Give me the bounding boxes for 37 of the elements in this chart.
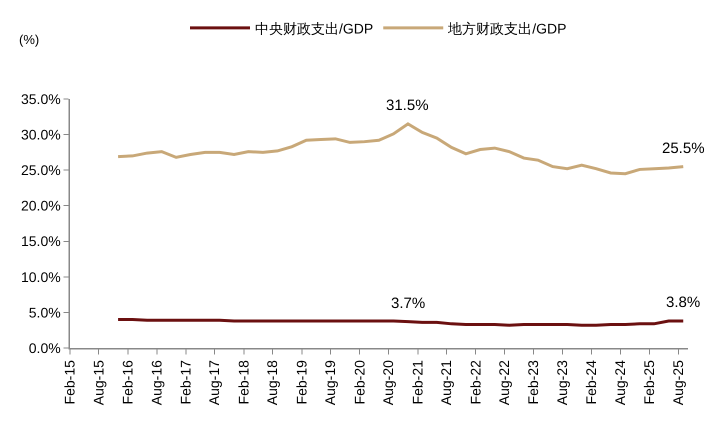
x-tick-label: Aug-20 — [380, 360, 396, 406]
x-tick-label: Feb-17 — [178, 360, 194, 404]
x-tick-label: Feb-18 — [235, 360, 252, 404]
y-tick-label: 35.0% — [20, 90, 61, 107]
x-tick-label: Feb-16 — [119, 360, 136, 404]
x-tick-label: Aug-19 — [322, 360, 338, 406]
annotation: 25.5% — [662, 140, 705, 157]
y-axis-title: (%) — [19, 32, 40, 47]
legend-label: 地方财政支出/GDP — [447, 20, 566, 36]
x-tick-label: Feb-21 — [409, 360, 426, 404]
x-tick-label: Aug-18 — [264, 360, 280, 406]
y-tick-label: 20.0% — [20, 198, 61, 214]
x-tick-label: Aug-17 — [206, 360, 222, 406]
x-tick-label: Feb-25 — [641, 360, 658, 404]
x-tick-label: Feb-24 — [583, 360, 600, 404]
y-tick-label: 15.0% — [20, 233, 61, 250]
x-tick-label: Aug-15 — [90, 360, 106, 406]
legend-label: 中央财政支出/GDP — [255, 20, 374, 36]
y-tick-label: 10.0% — [20, 268, 61, 285]
x-tick-label: Feb-15 — [62, 360, 78, 404]
x-tick-label: Aug-16 — [148, 360, 164, 406]
annotation: 31.5% — [386, 97, 429, 114]
y-tick-label: 30.0% — [20, 126, 61, 142]
x-tick-label: Feb-23 — [525, 360, 542, 404]
x-tick-label: Feb-19 — [293, 360, 310, 404]
x-tick-label: Aug-24 — [612, 360, 628, 406]
y-tick-label: 0.0% — [28, 340, 61, 356]
x-tick-label: Aug-21 — [438, 360, 454, 406]
x-tick-label: Feb-20 — [351, 360, 368, 404]
x-tick-label: Feb-22 — [467, 360, 484, 404]
y-tick-label: 5.0% — [28, 304, 61, 320]
annotation: 3.7% — [391, 295, 426, 312]
y-tick-label: 25.0% — [20, 162, 61, 178]
x-tick-label: Aug-23 — [554, 360, 570, 406]
x-tick-label: Aug-22 — [496, 360, 512, 406]
x-tick-label: Aug-25 — [670, 360, 686, 406]
annotation: 3.8% — [666, 294, 700, 311]
